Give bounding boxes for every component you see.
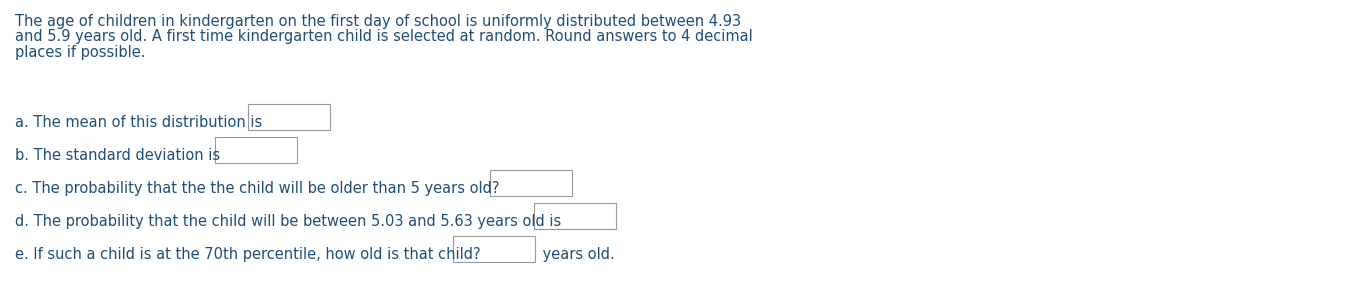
Text: places if possible.: places if possible. [15, 45, 145, 60]
Bar [215, 137, 298, 163]
Text: e. If such a child is at the 70th percentile, how old is that child?: e. If such a child is at the 70th percen… [15, 247, 481, 262]
Bar [491, 170, 572, 196]
Text: d. The probability that the child will be between 5.03 and 5.63 years old is: d. The probability that the child will b… [15, 214, 561, 229]
Bar [534, 203, 616, 229]
Text: b. The standard deviation is: b. The standard deviation is [15, 148, 220, 163]
Text: c. The probability that the the child will be older than 5 years old?: c. The probability that the the child wi… [15, 181, 500, 196]
Bar [247, 104, 330, 130]
Text: The age of children in kindergarten on the first day of school is uniformly dist: The age of children in kindergarten on t… [15, 14, 741, 29]
Bar [453, 236, 535, 262]
Text: a. The mean of this distribution is: a. The mean of this distribution is [15, 115, 262, 130]
Text: and 5.9 years old. A first time kindergarten child is selected at random. Round : and 5.9 years old. A first time kinderga… [15, 30, 753, 44]
Text: years old.: years old. [538, 247, 614, 262]
